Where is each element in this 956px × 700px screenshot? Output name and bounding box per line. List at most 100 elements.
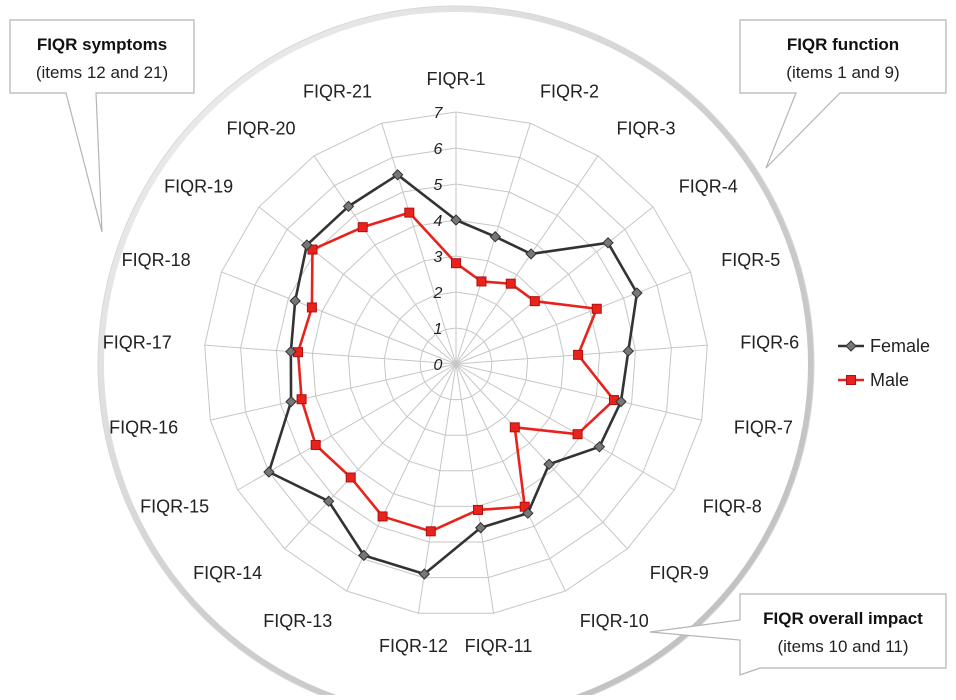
grid-spoke-10 (455, 363, 566, 592)
point-male-11 (473, 504, 483, 515)
point-female-9 (543, 458, 555, 470)
point-female-21 (391, 169, 404, 181)
series-line-female (267, 173, 639, 576)
axis-label-2: FIQR-2 (540, 82, 599, 102)
point-female-20 (342, 200, 355, 213)
callout-function-subtitle: (items 1 and 9) (786, 63, 899, 82)
grid-spoke-4 (455, 206, 654, 365)
grid-spoke-16 (210, 363, 457, 421)
point-female-12 (418, 568, 431, 580)
axis-label-6: FIQR-6 (740, 333, 799, 353)
grid-ring-7 (204, 111, 708, 614)
outer-ring (98, 6, 814, 700)
axis-label-1: FIQR-1 (426, 69, 485, 89)
grid-spoke-14 (284, 363, 457, 550)
tick-label-3: 3 (434, 249, 443, 266)
axis-label-16: FIQR-16 (109, 417, 178, 437)
tick-label-1: 1 (434, 321, 443, 338)
point-male-3 (505, 278, 516, 289)
point-female-8 (593, 441, 606, 453)
callout-symptoms-box (9, 19, 195, 233)
point-female-14 (322, 495, 335, 507)
legend-label-male: Male (870, 370, 909, 390)
point-male-9 (509, 422, 520, 433)
grid-ring-2 (383, 291, 529, 436)
point-female-10 (522, 507, 534, 519)
point-male-2 (476, 276, 487, 287)
point-male-20 (357, 222, 368, 233)
radar-grid (204, 111, 708, 614)
callout-symptoms: FIQR symptoms (items 12 and 21) (9, 19, 195, 233)
point-female-16 (285, 395, 297, 408)
callout-impact-subtitle: (items 10 and 11) (777, 637, 908, 656)
grid-spoke-19 (258, 206, 457, 365)
point-male-6 (573, 349, 584, 360)
grid-ring-6 (240, 147, 672, 579)
axis-label-15: FIQR-15 (140, 497, 209, 517)
tick-label-2: 2 (433, 285, 443, 302)
grid-spoke-18 (221, 271, 457, 365)
axis-label-13: FIQR-13 (263, 611, 332, 631)
grid-spoke-7 (455, 363, 702, 421)
grid-spoke-20 (313, 155, 457, 365)
callout-impact-box (649, 593, 947, 676)
grid-spoke-5 (455, 271, 691, 365)
grid-spoke-21 (381, 123, 457, 365)
grid-spoke-15 (237, 363, 457, 491)
tick-labels: 0 1 2 3 4 5 6 7 (433, 105, 444, 374)
point-male-12 (425, 526, 436, 537)
axis-label-20: FIQR-20 (226, 119, 295, 139)
point-female-3 (525, 248, 537, 260)
tick-label-5: 5 (434, 177, 443, 194)
legend-marker-female (845, 340, 857, 352)
point-female-15 (263, 466, 275, 478)
grid-ring-1 (419, 327, 493, 401)
point-female-4 (602, 237, 614, 249)
grid-ring-4 (311, 219, 601, 507)
grid-spoke-9 (455, 363, 628, 550)
grid-spoke-11 (455, 363, 495, 614)
callout-function-title: FIQR function (787, 35, 899, 54)
callout-symptoms-title: FIQR symptoms (37, 35, 167, 54)
axis-label-7: FIQR-7 (734, 417, 793, 437)
grid-ring-3 (347, 255, 565, 472)
axis-label-18: FIQR-18 (122, 250, 191, 270)
point-female-1 (450, 214, 462, 226)
grid-spoke-8 (455, 363, 675, 491)
point-male-18 (306, 302, 317, 313)
axis-label-8: FIQR-8 (703, 497, 762, 517)
point-female-6 (622, 345, 635, 357)
point-female-19 (301, 239, 313, 251)
grid-spoke-3 (455, 155, 599, 365)
point-female-7 (615, 395, 627, 408)
callout-function: FIQR function (items 1 and 9) (739, 19, 947, 169)
point-male-16 (296, 394, 307, 405)
point-male-14 (345, 472, 356, 483)
legend: Female Male (838, 336, 930, 390)
point-male-8 (572, 429, 583, 440)
axis-label-9: FIQR-9 (650, 563, 709, 583)
series-layer (263, 169, 643, 580)
tick-label-0: 0 (434, 357, 443, 374)
callout-function-box (739, 19, 947, 169)
series-line-male (296, 211, 616, 533)
grid-spoke-2 (455, 123, 531, 365)
point-female-18 (289, 295, 301, 307)
axis-label-17: FIQR-17 (103, 333, 172, 353)
axis-label-3: FIQR-3 (617, 119, 676, 139)
series-female (263, 169, 643, 580)
outer-ring-edge (97, 5, 815, 700)
axis-labels: FIQR-1 FIQR-2 FIQR-3 FIQR-4 FIQR-5 FIQR-6 FIQR… (103, 69, 799, 656)
callout-impact: FIQR overall impact (items 10 and 11) (649, 593, 947, 676)
point-male-5 (591, 303, 602, 314)
tick-label-6: 6 (434, 141, 443, 158)
point-female-5 (631, 287, 643, 299)
point-male-4 (529, 296, 540, 307)
callout-symptoms-subtitle: (items 12 and 21) (36, 63, 168, 82)
axis-label-12: FIQR-12 (379, 636, 448, 656)
legend-marker-male (846, 375, 856, 385)
series-male (293, 207, 619, 537)
point-female-2 (489, 231, 501, 243)
